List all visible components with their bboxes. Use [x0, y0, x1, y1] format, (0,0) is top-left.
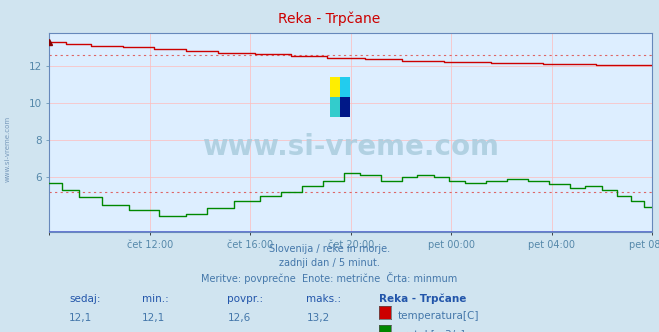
Text: Meritve: povprečne  Enote: metrične  Črta: minmum: Meritve: povprečne Enote: metrične Črta:… — [202, 272, 457, 284]
Text: 12,1: 12,1 — [69, 313, 92, 323]
Text: sedaj:: sedaj: — [69, 294, 101, 304]
Text: pretok[m3/s]: pretok[m3/s] — [397, 330, 465, 332]
Text: www.si-vreme.com: www.si-vreme.com — [202, 133, 500, 161]
Text: povpr.:: povpr.: — [227, 294, 264, 304]
Text: www.si-vreme.com: www.si-vreme.com — [5, 116, 11, 183]
Text: maks.:: maks.: — [306, 294, 341, 304]
Text: 12,6: 12,6 — [227, 313, 250, 323]
Text: Slovenija / reke in morje.: Slovenija / reke in morje. — [269, 244, 390, 254]
Text: 13,2: 13,2 — [306, 313, 330, 323]
Text: min.:: min.: — [142, 294, 169, 304]
Text: 12,1: 12,1 — [142, 313, 165, 323]
Text: Reka - Trpčane: Reka - Trpčane — [278, 12, 381, 26]
Text: zadnji dan / 5 minut.: zadnji dan / 5 minut. — [279, 258, 380, 268]
Text: temperatura[C]: temperatura[C] — [397, 311, 479, 321]
Text: Reka - Trpčane: Reka - Trpčane — [379, 294, 467, 304]
